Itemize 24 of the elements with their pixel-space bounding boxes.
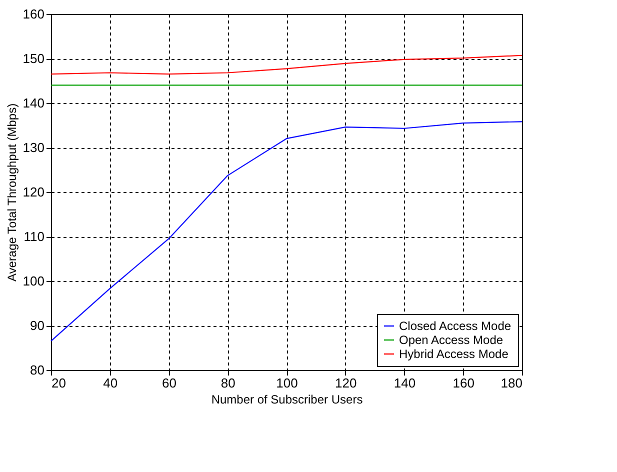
y-tick-label: 90 — [30, 318, 44, 333]
x-tick-label: 20 — [52, 376, 66, 390]
x-tick-label: 140 — [394, 376, 416, 390]
x-tick-label: 40 — [103, 376, 118, 390]
y-tick-label: 100 — [22, 274, 44, 288]
y-tick-label: 140 — [22, 96, 44, 110]
x-axis-title: Number of Subscriber Users — [211, 392, 363, 406]
x-tick-label: 80 — [220, 376, 236, 390]
legend-label: Open Access Mode — [399, 333, 504, 347]
y-tick-label: 120 — [22, 184, 44, 200]
legend-label: Closed Access Mode — [399, 319, 512, 333]
x-tick-label: 180 — [500, 376, 522, 390]
line-series — [50, 54, 523, 75]
x-tick-label: 60 — [162, 376, 176, 390]
y-axis-title: Average Total Throughput (Mbps) — [4, 103, 19, 282]
x-tick-label: 160 — [452, 376, 474, 390]
y-tick-label: 80 — [30, 362, 44, 378]
x-tick-label: 100 — [276, 376, 298, 390]
legend-label: Hybrid Access Mode — [399, 347, 509, 361]
y-tick-label: 160 — [22, 6, 44, 22]
y-tick-label: 130 — [22, 140, 44, 155]
y-tick-label: 110 — [24, 229, 44, 244]
x-tick-label: 120 — [335, 376, 357, 390]
y-tick-label: 150 — [22, 51, 44, 66]
